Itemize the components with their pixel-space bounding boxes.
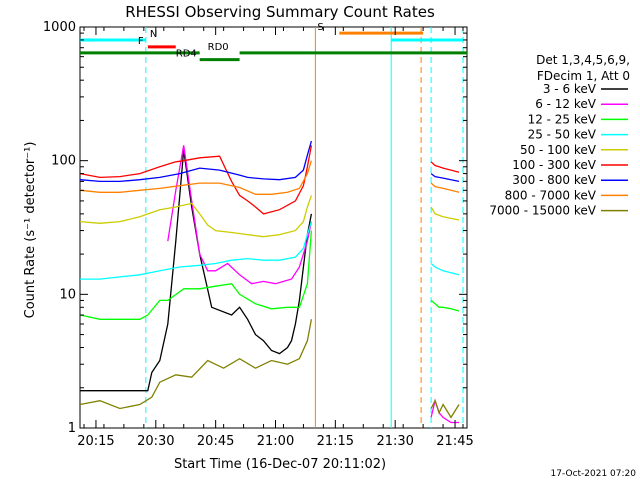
x-tick-label: 21:15	[317, 434, 354, 449]
x-tick-label: 21:45	[436, 434, 473, 449]
flag-label: F	[138, 36, 144, 47]
legend-label: 100 - 300 keV	[512, 158, 596, 172]
tail-series-line	[430, 299, 460, 312]
flag-label: RD0	[208, 42, 229, 53]
x-tick-label: 21:30	[376, 434, 413, 449]
x-tick-label: 20:15	[77, 434, 114, 449]
date-stamp: 17-Oct-2021 07:20	[551, 469, 637, 479]
legend-label: 3 - 6 keV	[543, 82, 597, 96]
chart-title: RHESSI Observing Summary Count Rates	[125, 3, 435, 21]
tail-series-line	[430, 161, 460, 173]
flag-label: RD4	[176, 49, 197, 60]
y-tick-label: 100	[51, 154, 76, 169]
series-line	[80, 145, 313, 215]
series-line	[80, 230, 313, 320]
legend-header: FDecim 1, Att 0	[537, 69, 630, 83]
y-axis-label: Count Rate (s⁻¹ detector⁻¹)	[23, 142, 38, 319]
legend-header: Det 1,3,4,5,6,9,	[536, 53, 630, 67]
tail-series-line	[430, 399, 460, 419]
legend-label: 12 - 25 keV	[528, 112, 597, 126]
series-line	[80, 319, 313, 410]
x-tick-label: 20:45	[197, 434, 234, 449]
tail-series-line	[430, 206, 460, 221]
series-line	[80, 221, 313, 280]
x-axis-label: Start Time (16-Dec-07 20:11:02)	[174, 457, 386, 472]
legend: Det 1,3,4,5,6,9, FDecim 1, Att 03 - 6 keV…	[489, 53, 630, 218]
tail-series-line	[430, 182, 460, 193]
x-tick-label: 21:00	[257, 434, 294, 449]
series-line	[80, 140, 313, 183]
y-tick-label: 1	[68, 421, 76, 436]
series-line	[80, 160, 313, 195]
legend-label: 300 - 800 keV	[512, 173, 596, 187]
tail-series-line	[430, 173, 460, 183]
plot-area: N S F RD0 RD4	[79, 22, 468, 429]
flag-label: N	[150, 29, 157, 40]
x-tick-label: 20:30	[137, 434, 174, 449]
y-tick-label: 1000	[43, 20, 76, 35]
x-axis-ticks: 20:15 20:30 20:45 21:00 21:15 21:30 21:45	[77, 27, 474, 449]
legend-label: 800 - 7000 keV	[505, 188, 597, 202]
y-axis-ticks: 1 10 100 1000	[43, 20, 467, 436]
y-tick-label: 10	[59, 287, 76, 302]
legend-label: 7000 - 15000 keV	[489, 204, 596, 218]
plot-frame	[79, 26, 468, 429]
legend-label: 6 - 12 keV	[535, 97, 597, 111]
legend-label: 50 - 100 keV	[520, 143, 597, 157]
flag-label: S	[317, 22, 323, 33]
series-line	[80, 195, 313, 238]
tail-series-line	[430, 398, 459, 424]
tail-series-line	[430, 263, 460, 276]
data-layer	[80, 27, 464, 428]
series-line	[167, 145, 313, 285]
legend-label: 25 - 50 keV	[528, 128, 597, 142]
series-line	[80, 150, 313, 392]
